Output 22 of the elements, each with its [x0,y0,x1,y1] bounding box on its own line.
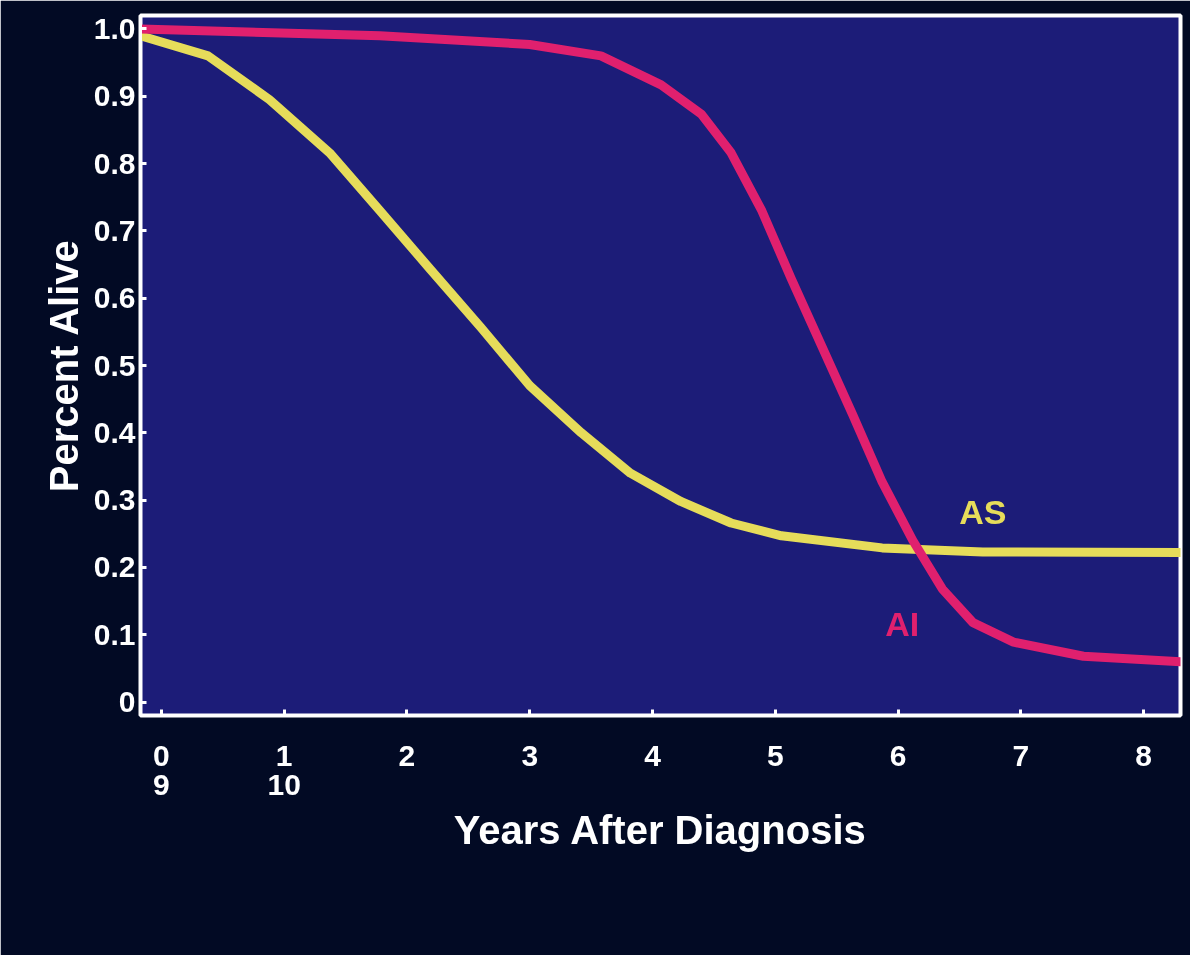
y-tick-label: 0.1 [93,617,136,651]
y-tick-label: 0.2 [93,550,136,584]
x-tick-label: 3 [521,738,539,772]
x-tick-label: 2 [398,738,416,772]
y-tick-label: 0.3 [93,483,136,517]
y-tick-label: 0.8 [93,146,136,180]
x-axis-title: Years After Diagnosis [453,807,866,852]
y-axis-title: Percent Alive [41,240,86,493]
x-tick-label: 5 [766,738,784,772]
y-tick-label: 0.5 [93,348,136,382]
y-tick-label: 0.4 [93,415,136,449]
y-tick-label: 0.9 [93,79,136,113]
y-tick-label: 0 [118,685,136,719]
x-tick-label: 8 [1135,738,1153,772]
series-label: AI [885,604,920,643]
y-tick-label: 1.0 [93,11,136,45]
x-tick-label: 4 [644,738,662,772]
x-tick-label: 7 [1012,738,1030,772]
y-tick-label: 0.7 [93,213,136,247]
series-label: AS [959,492,1007,531]
x-tick-label: 6 [889,738,907,772]
y-tick-label: 0.6 [93,281,136,315]
